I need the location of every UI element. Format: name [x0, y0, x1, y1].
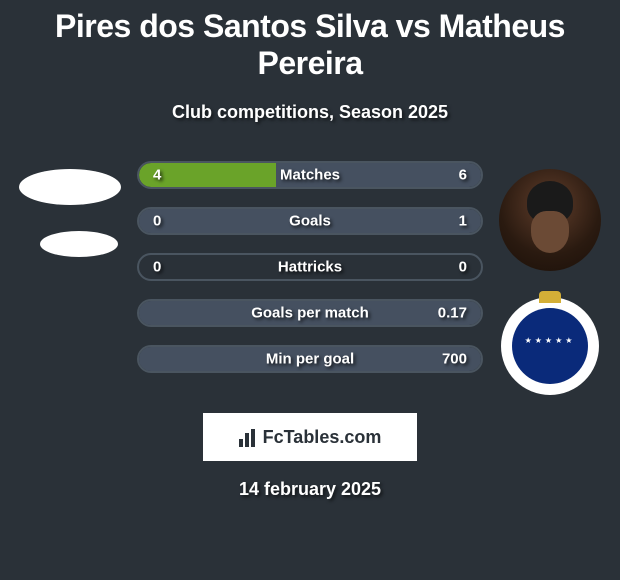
stat-value-left: 0	[153, 213, 161, 230]
stat-row: 0 Hattricks 0	[137, 253, 483, 281]
stat-row: 0 Goals 1	[137, 207, 483, 235]
right-player-avatar	[499, 169, 601, 271]
stat-row: Min per goal 700	[137, 345, 483, 373]
bar-chart-icon	[239, 427, 259, 447]
left-club-badge-placeholder	[40, 231, 118, 257]
stat-value-right: 1	[459, 213, 467, 230]
stat-value-right: 6	[459, 167, 467, 184]
stat-row: 4 Matches 6	[137, 161, 483, 189]
stat-label: Min per goal	[266, 351, 354, 368]
date-label: 14 february 2025	[10, 479, 610, 500]
stat-value-left: 4	[153, 167, 161, 184]
stat-label: Hattricks	[278, 259, 342, 276]
page-subtitle: Club competitions, Season 2025	[10, 102, 610, 123]
stats-table: 4 Matches 6 0 Goals 1 0 Hattricks 0 Goals per mat…	[137, 161, 483, 373]
stat-row: Goals per match 0.17	[137, 299, 483, 327]
brand-text: FcTables.com	[263, 427, 382, 448]
stat-value-right: 700	[442, 351, 467, 368]
left-player-avatar-placeholder	[19, 169, 121, 205]
stat-value-right: 0	[459, 259, 467, 276]
right-club-badge	[501, 297, 599, 395]
stat-label: Goals per match	[251, 305, 369, 322]
stat-label: Matches	[280, 167, 340, 184]
brand-box: FcTables.com	[203, 413, 417, 461]
stat-value-left: 0	[153, 259, 161, 276]
left-player-column	[15, 161, 125, 257]
stat-label: Goals	[289, 213, 331, 230]
stat-value-right: 0.17	[438, 305, 467, 322]
page-title: Pires dos Santos Silva vs Matheus Pereir…	[10, 0, 610, 82]
right-player-column	[495, 161, 605, 395]
